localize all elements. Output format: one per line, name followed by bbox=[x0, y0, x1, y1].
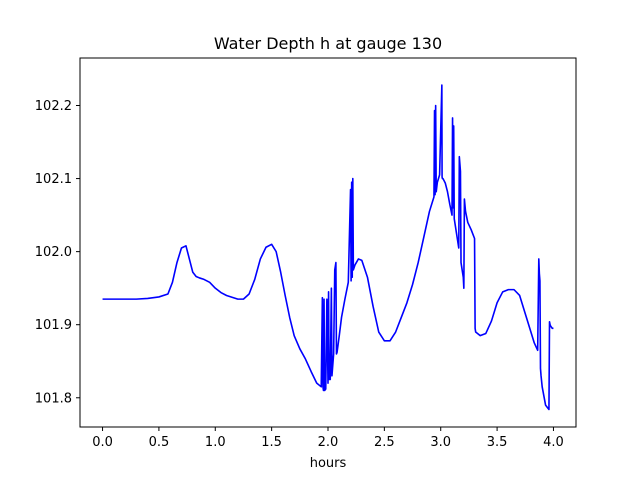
x-axis-label: hours bbox=[310, 456, 347, 471]
x-tick-label: 4.0 bbox=[543, 435, 564, 450]
x-tick-label: 2.0 bbox=[318, 435, 339, 450]
x-tick-label: 3.5 bbox=[487, 435, 508, 450]
y-tick-label: 102.2 bbox=[35, 99, 72, 114]
chart-title: Water Depth h at gauge 130 bbox=[214, 34, 442, 53]
x-tick-label: 0.5 bbox=[149, 435, 170, 450]
x-tick-label: 0.0 bbox=[92, 435, 113, 450]
x-axis-ticks: 0.0 0.5 1.0 1.5 2.0 2.5 3.0 3.5 4.0 bbox=[92, 427, 564, 450]
y-tick-label: 101.8 bbox=[35, 391, 72, 406]
y-tick-label: 102.0 bbox=[35, 245, 72, 260]
x-tick-label: 3.0 bbox=[430, 435, 451, 450]
y-axis-ticks: 101.8 101.9 102.0 102.1 102.2 bbox=[35, 99, 80, 406]
x-tick-label: 1.0 bbox=[205, 435, 226, 450]
series-line bbox=[102, 84, 554, 411]
x-tick-label: 2.5 bbox=[374, 435, 395, 450]
x-tick-label: 1.5 bbox=[261, 435, 282, 450]
y-tick-label: 102.1 bbox=[35, 172, 72, 187]
y-tick-label: 101.9 bbox=[35, 318, 72, 333]
